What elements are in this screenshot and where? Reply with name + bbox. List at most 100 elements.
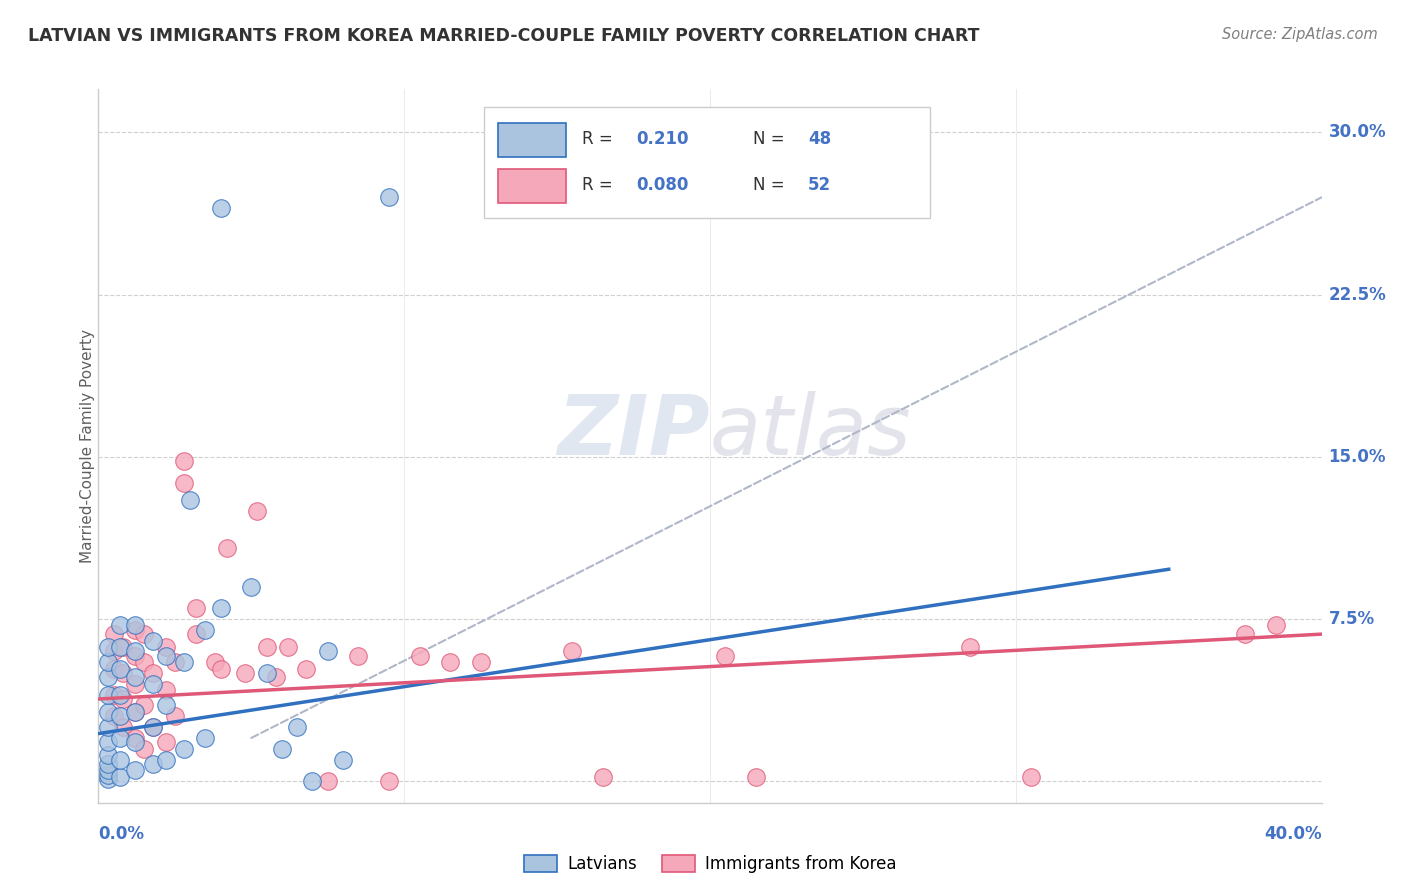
Text: ZIP: ZIP — [557, 392, 710, 472]
Point — [470, 655, 492, 669]
Point — [108, 618, 131, 632]
Point — [111, 720, 134, 734]
Point — [155, 753, 177, 767]
Point — [959, 640, 981, 654]
Point — [103, 662, 125, 676]
Point — [108, 709, 131, 723]
Text: N =: N = — [752, 130, 790, 148]
Point — [142, 666, 165, 681]
Point — [97, 735, 120, 749]
FancyBboxPatch shape — [498, 169, 565, 203]
Point — [97, 764, 120, 778]
Point — [142, 633, 165, 648]
Point — [134, 627, 156, 641]
Text: R =: R = — [582, 130, 617, 148]
Legend: Latvians, Immigrants from Korea: Latvians, Immigrants from Korea — [517, 848, 903, 880]
Point — [97, 720, 120, 734]
Point — [142, 756, 165, 771]
Point — [209, 601, 232, 615]
Point — [124, 623, 146, 637]
Point — [186, 601, 208, 615]
Point — [561, 644, 583, 658]
Point — [209, 662, 232, 676]
Point — [124, 705, 146, 719]
Point — [142, 720, 165, 734]
Point — [124, 618, 146, 632]
Point — [111, 666, 134, 681]
Point — [97, 670, 120, 684]
Point — [256, 666, 278, 681]
Point — [264, 670, 287, 684]
Text: 40.0%: 40.0% — [1264, 825, 1322, 843]
Point — [97, 688, 120, 702]
Point — [204, 655, 226, 669]
Point — [209, 201, 232, 215]
Point — [142, 720, 165, 734]
Point — [173, 741, 195, 756]
Point — [215, 541, 238, 555]
Point — [155, 698, 177, 713]
Point — [246, 504, 269, 518]
Point — [124, 735, 146, 749]
Point — [124, 648, 146, 663]
Point — [124, 705, 146, 719]
Point — [97, 767, 120, 781]
Point — [103, 627, 125, 641]
Point — [439, 655, 461, 669]
Point — [233, 666, 256, 681]
Text: R =: R = — [582, 177, 617, 194]
Point — [142, 677, 165, 691]
FancyBboxPatch shape — [484, 107, 931, 218]
Point — [1234, 627, 1257, 641]
Text: 7.5%: 7.5% — [1329, 610, 1375, 628]
Point — [194, 731, 217, 745]
Point — [108, 753, 131, 767]
Text: 30.0%: 30.0% — [1329, 123, 1386, 142]
Point — [124, 670, 146, 684]
Point — [103, 644, 125, 658]
Text: 0.0%: 0.0% — [98, 825, 145, 843]
Text: 48: 48 — [808, 130, 831, 148]
Point — [155, 640, 177, 654]
Text: 22.5%: 22.5% — [1329, 285, 1386, 303]
Text: Source: ZipAtlas.com: Source: ZipAtlas.com — [1222, 27, 1378, 42]
Point — [97, 705, 120, 719]
Point — [256, 640, 278, 654]
Point — [378, 190, 401, 204]
Text: atlas: atlas — [710, 392, 911, 472]
Point — [103, 709, 125, 723]
Point — [97, 640, 120, 654]
Point — [124, 677, 146, 691]
Point — [1264, 618, 1286, 632]
Text: 15.0%: 15.0% — [1329, 448, 1386, 466]
Y-axis label: Married-Couple Family Poverty: Married-Couple Family Poverty — [80, 329, 94, 563]
Point — [1019, 770, 1042, 784]
Point — [163, 655, 186, 669]
Text: N =: N = — [752, 177, 790, 194]
Point — [111, 692, 134, 706]
Point — [163, 709, 186, 723]
Text: LATVIAN VS IMMIGRANTS FROM KOREA MARRIED-COUPLE FAMILY POVERTY CORRELATION CHART: LATVIAN VS IMMIGRANTS FROM KOREA MARRIED… — [28, 27, 980, 45]
Point — [332, 753, 354, 767]
Point — [155, 648, 177, 663]
Point — [179, 493, 201, 508]
Point — [108, 688, 131, 702]
Point — [97, 655, 120, 669]
Point — [173, 454, 195, 468]
FancyBboxPatch shape — [498, 123, 565, 157]
Point — [103, 688, 125, 702]
Point — [714, 648, 737, 663]
Point — [155, 735, 177, 749]
Point — [270, 741, 292, 756]
Point — [277, 640, 299, 654]
Point — [108, 640, 131, 654]
Point — [378, 774, 401, 789]
Point — [134, 655, 156, 669]
Text: 0.210: 0.210 — [637, 130, 689, 148]
Point — [295, 662, 318, 676]
Point — [347, 648, 370, 663]
Point — [285, 720, 308, 734]
Point — [316, 644, 339, 658]
Point — [124, 644, 146, 658]
Point — [97, 748, 120, 763]
